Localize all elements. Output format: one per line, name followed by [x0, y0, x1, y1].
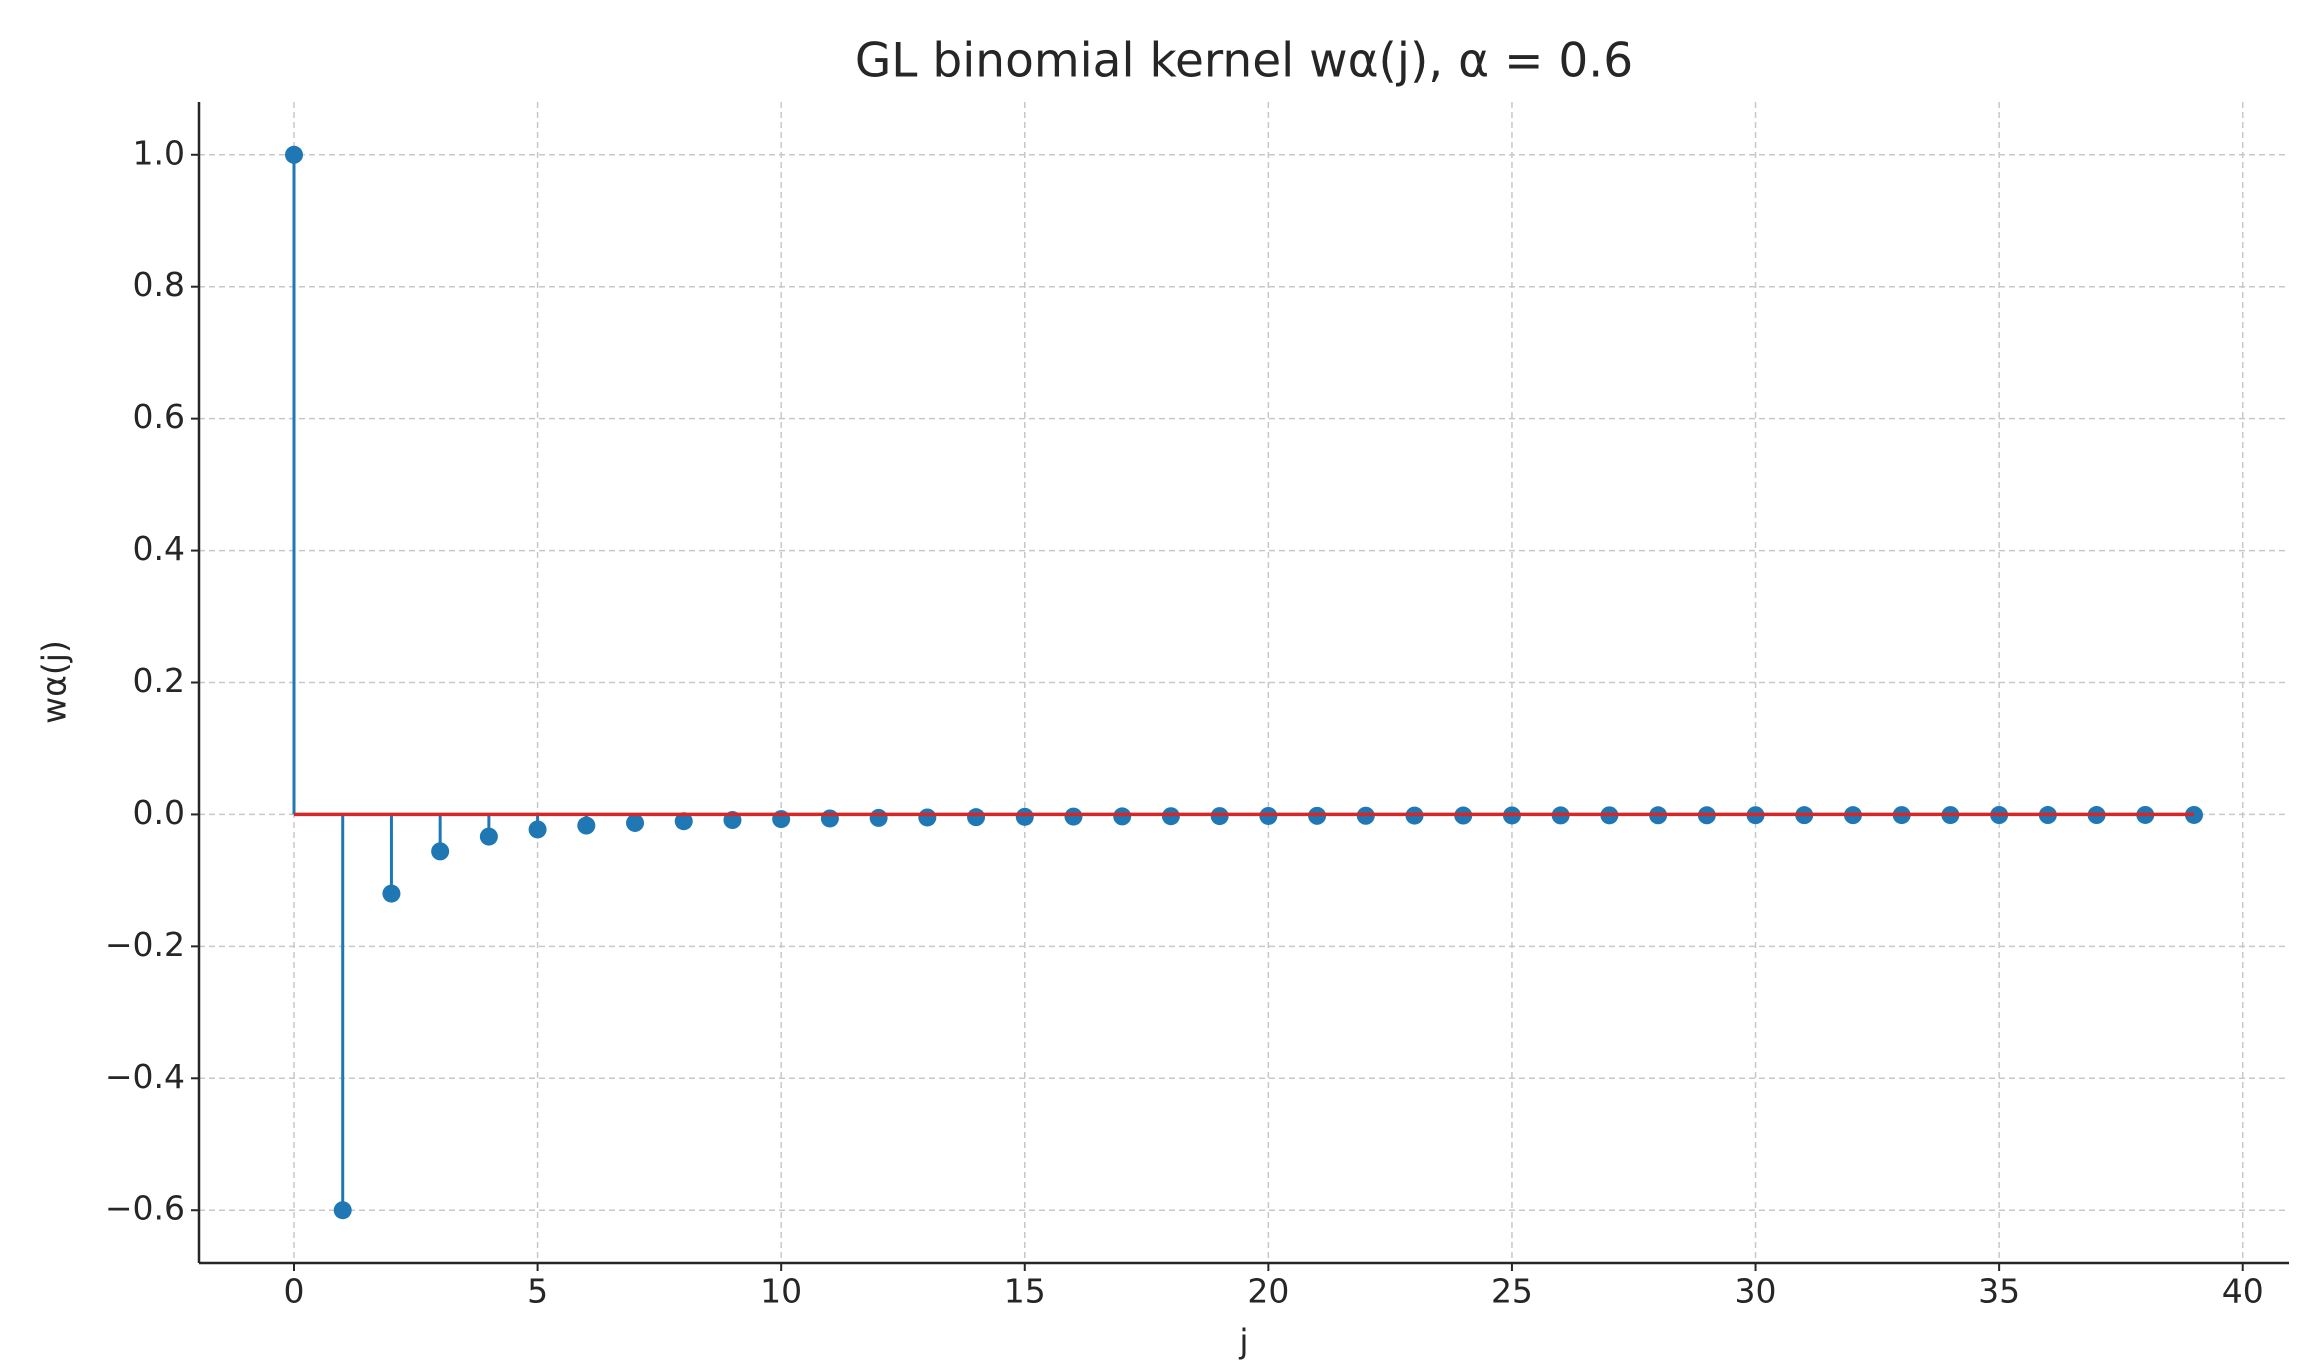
- y-tick-label: −0.6: [105, 1189, 185, 1228]
- stem-marker: [626, 813, 645, 832]
- stem-marker: [1064, 807, 1083, 826]
- x-tick-label: 40: [2222, 1272, 2264, 1311]
- x-tick-label: 20: [1247, 1272, 1289, 1311]
- x-axis-label: j: [1238, 1322, 1248, 1361]
- chart-title: GL binomial kernel wα(j), α = 0.6: [855, 34, 1633, 89]
- y-tick-label: −0.2: [105, 925, 185, 964]
- y-tick-label: −0.4: [105, 1057, 185, 1096]
- y-tick-label: 1.0: [133, 133, 185, 172]
- y-tick-label: 0.2: [133, 661, 185, 700]
- stem-marker: [577, 816, 596, 835]
- x-tick-label: 15: [1004, 1272, 1046, 1311]
- stem-marker: [479, 827, 498, 846]
- stem-marker: [967, 808, 986, 827]
- stem-marker: [918, 808, 937, 827]
- x-tick-label: 10: [760, 1272, 802, 1311]
- x-tick-label: 30: [1735, 1272, 1777, 1311]
- stem-marker: [674, 812, 693, 831]
- y-tick-label: 0.4: [133, 529, 185, 568]
- y-tick-label: 0.0: [133, 793, 185, 832]
- y-tick-label: 0.8: [133, 265, 185, 304]
- y-tick-label: 0.6: [133, 397, 185, 436]
- stem-marker: [285, 145, 303, 164]
- stem-marker: [431, 842, 450, 861]
- stem-marker: [1113, 807, 1132, 826]
- stem-marker: [528, 820, 547, 839]
- x-tick-label: 0: [284, 1272, 305, 1311]
- x-tick-label: 35: [1978, 1272, 2020, 1311]
- stem-marker: [1161, 807, 1180, 826]
- x-tick-label: 25: [1491, 1272, 1533, 1311]
- stem-marker: [820, 809, 839, 828]
- x-tick-label: 5: [527, 1272, 548, 1311]
- stem-marker: [869, 808, 888, 827]
- y-axis-label: wα(j): [35, 640, 74, 724]
- stem-marker: [382, 884, 401, 903]
- stem-marker: [333, 1201, 352, 1220]
- stem-marker: [1015, 807, 1034, 826]
